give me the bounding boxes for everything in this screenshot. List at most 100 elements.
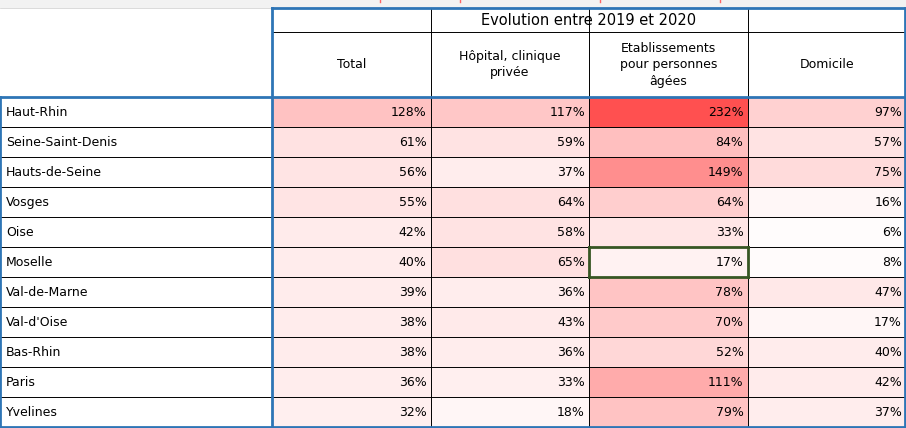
Text: 38%: 38% <box>399 345 427 359</box>
Bar <box>272 187 430 217</box>
Text: 97%: 97% <box>874 105 902 119</box>
Text: Oise: Oise <box>6 226 34 238</box>
Text: Domicile: Domicile <box>799 58 854 71</box>
Text: 33%: 33% <box>557 375 585 389</box>
Bar <box>0 397 272 427</box>
Bar <box>430 217 589 247</box>
Bar <box>0 187 272 217</box>
Text: 232%: 232% <box>708 105 744 119</box>
Bar <box>430 277 589 307</box>
Text: 36%: 36% <box>399 375 427 389</box>
Text: Val-de-Marne: Val-de-Marne <box>6 285 89 298</box>
Text: Vosges: Vosges <box>6 196 50 208</box>
Bar <box>589 337 747 367</box>
Bar <box>0 277 272 307</box>
Bar <box>430 337 589 367</box>
Text: 42%: 42% <box>399 226 427 238</box>
Bar <box>0 0 906 8</box>
Text: Yvelines: Yvelines <box>6 405 58 419</box>
Text: 56%: 56% <box>399 166 427 178</box>
Text: Hauts-de-Seine: Hauts-de-Seine <box>6 166 102 178</box>
Bar <box>747 277 906 307</box>
Text: 75%: 75% <box>874 166 902 178</box>
Bar <box>430 157 589 187</box>
Bar <box>430 367 589 397</box>
Bar <box>747 307 906 337</box>
Text: 64%: 64% <box>716 196 744 208</box>
Bar <box>430 127 589 157</box>
Text: 64%: 64% <box>557 196 585 208</box>
Text: 38%: 38% <box>399 315 427 329</box>
Bar <box>589 277 747 307</box>
Bar <box>747 187 906 217</box>
Bar <box>272 127 430 157</box>
Bar <box>272 277 430 307</box>
Text: 16%: 16% <box>874 196 902 208</box>
Bar <box>0 217 272 247</box>
Text: 33%: 33% <box>716 226 744 238</box>
Bar <box>747 397 906 427</box>
Text: Etablissements
pour personnes
âgées: Etablissements pour personnes âgées <box>620 42 717 87</box>
Text: Haut-Rhin: Haut-Rhin <box>6 105 68 119</box>
Text: 111%: 111% <box>708 375 744 389</box>
Bar <box>0 157 272 187</box>
Bar <box>589 127 747 157</box>
Text: 59%: 59% <box>557 136 585 149</box>
Bar <box>0 32 906 97</box>
Bar <box>0 127 272 157</box>
Text: 37%: 37% <box>557 166 585 178</box>
Bar <box>747 157 906 187</box>
Bar <box>589 397 747 427</box>
Bar <box>272 157 430 187</box>
Text: Moselle: Moselle <box>6 256 53 268</box>
Bar <box>272 337 430 367</box>
Bar <box>0 367 272 397</box>
Bar <box>589 247 747 277</box>
Bar <box>589 217 747 247</box>
Bar <box>589 367 747 397</box>
Bar <box>0 307 272 337</box>
Bar <box>589 157 747 187</box>
Text: Seine-Saint-Denis: Seine-Saint-Denis <box>6 136 117 149</box>
Text: 52%: 52% <box>716 345 744 359</box>
Bar <box>747 127 906 157</box>
Bar <box>0 97 272 127</box>
Text: 32%: 32% <box>399 405 427 419</box>
Text: 37%: 37% <box>874 405 902 419</box>
Bar <box>272 397 430 427</box>
Bar <box>589 97 747 127</box>
Text: 39%: 39% <box>399 285 427 298</box>
Text: 149%: 149% <box>708 166 744 178</box>
Bar <box>0 8 906 32</box>
Bar <box>589 187 747 217</box>
Bar <box>747 97 906 127</box>
Bar <box>430 247 589 277</box>
Text: 79%: 79% <box>716 405 744 419</box>
Text: 42%: 42% <box>874 375 902 389</box>
Text: 18%: 18% <box>557 405 585 419</box>
Bar <box>272 97 430 127</box>
Text: 61%: 61% <box>399 136 427 149</box>
Text: 17%: 17% <box>716 256 744 268</box>
Text: 84%: 84% <box>716 136 744 149</box>
Bar <box>0 337 272 367</box>
Text: Paris: Paris <box>6 375 36 389</box>
Text: 55%: 55% <box>399 196 427 208</box>
Bar <box>272 367 430 397</box>
Bar <box>430 187 589 217</box>
Text: 40%: 40% <box>874 345 902 359</box>
Bar <box>430 397 589 427</box>
Bar <box>430 97 589 127</box>
Text: 6%: 6% <box>882 226 902 238</box>
Text: 117%: 117% <box>549 105 585 119</box>
Text: 47%: 47% <box>874 285 902 298</box>
Bar <box>589 307 747 337</box>
Text: 65%: 65% <box>557 256 585 268</box>
Text: Hôpital, clinique
privée: Hôpital, clinique privée <box>459 50 561 79</box>
Text: 40%: 40% <box>399 256 427 268</box>
Bar <box>272 217 430 247</box>
Bar <box>0 247 272 277</box>
Text: 36%: 36% <box>557 345 585 359</box>
Text: 8%: 8% <box>882 256 902 268</box>
Bar <box>747 247 906 277</box>
